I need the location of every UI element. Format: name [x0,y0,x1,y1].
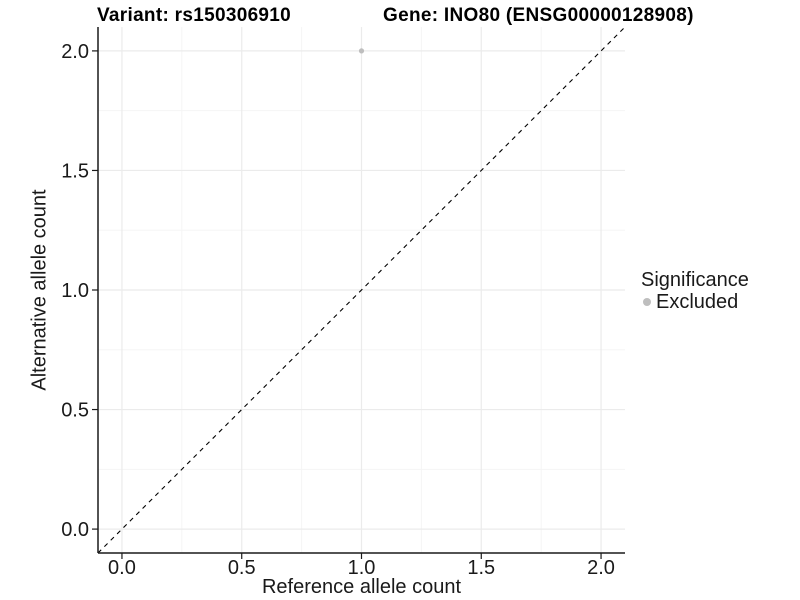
excluded-point-icon [643,298,651,306]
variant-title: Variant: rs150306910 [97,5,292,26]
x-tick-label: 1.5 [467,557,495,579]
legend-item-excluded: Excluded [638,290,749,313]
gene-title: Gene: INO80 (ENSG00000128908) [383,5,694,26]
y-tick-label: 0.0 [61,519,89,541]
legend-item-label: Excluded [656,290,739,313]
y-tick-label: 1.0 [61,280,89,302]
x-tick-label: 0.0 [108,557,136,579]
x-tick-label: 1.0 [348,557,376,579]
legend-title: Significance [641,269,749,291]
y-tick-label: 0.5 [61,400,89,422]
y-tick-label: 1.5 [61,160,89,182]
data-point [358,48,365,54]
y-tick-label: 2.0 [61,41,89,63]
x-tick-label: 0.5 [228,557,256,579]
legend: Significance Excluded [638,269,749,313]
y-axis-title: Alternative allele count [28,189,51,391]
legend-key [638,298,656,306]
x-axis-title: Reference allele count [261,576,461,598]
identity-dashed-line [97,26,626,554]
x-tick-label: 2.0 [587,557,615,579]
